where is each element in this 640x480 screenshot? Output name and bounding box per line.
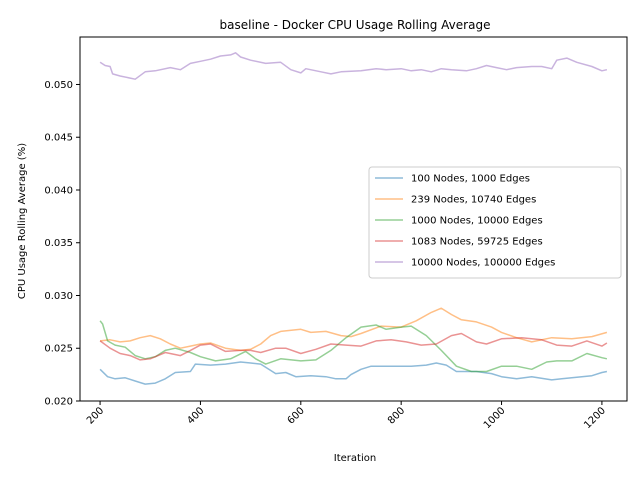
axes-frame [79, 36, 628, 402]
chart-title: baseline - Docker CPU Usage Rolling Aver… [220, 18, 491, 32]
y-tick-label: 0.045 [44, 133, 73, 144]
legend-box [368, 166, 622, 279]
legend-label: 1083 Nodes, 59725 Edges [411, 237, 543, 248]
series-line-1 [99, 361, 608, 385]
y-tick-label: 0.050 [44, 80, 73, 91]
legend: 100 Nodes, 1000 Edges 239 Nodes, 10740 Ed… [368, 166, 622, 279]
series-line-4 [99, 332, 608, 361]
series-line-2 [100, 307, 608, 352]
series-line-5 [99, 52, 608, 80]
legend-label: 1000 Nodes, 10000 Edges [411, 216, 543, 227]
y-tick-label: 0.020 [44, 397, 73, 408]
series-layer [99, 52, 608, 385]
y-tick-label: 0.035 [44, 238, 73, 249]
x-axis-title: Iteration [334, 453, 376, 464]
y-tick-label: 0.025 [44, 344, 73, 355]
legend-label: 100 Nodes, 1000 Edges [411, 174, 530, 185]
legend-label: 10000 Nodes, 100000 Edges [411, 258, 555, 269]
y-axis-title: CPU Usage Rolling Average (%) [17, 143, 28, 299]
legend-label: 239 Nodes, 10740 Edges [411, 195, 536, 206]
plot-frame [79, 36, 628, 402]
y-tick-label: 0.040 [44, 185, 73, 196]
y-tick-label: 0.030 [44, 291, 73, 302]
